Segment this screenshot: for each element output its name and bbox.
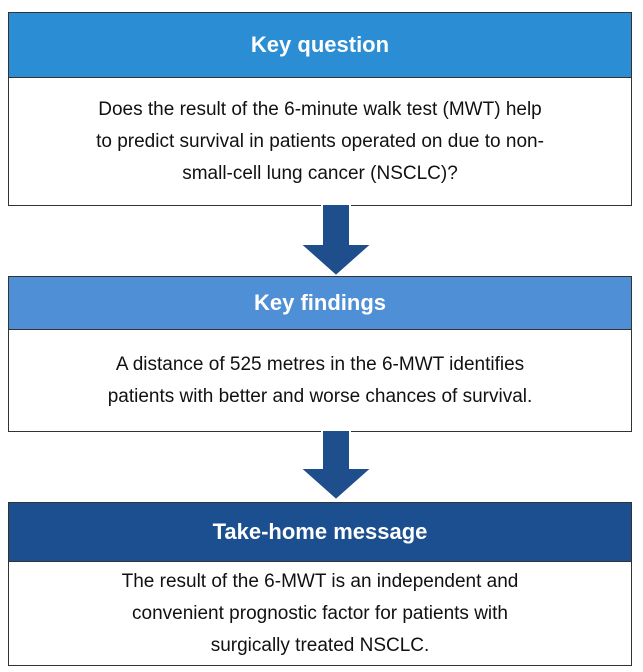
arrow [297,204,375,278]
body-line: The result of the 6-MWT is an independen… [121,570,519,592]
body-line: Does the result of the 6-minute walk tes… [98,98,542,120]
arrow [297,430,375,502]
body-line: surgically treated NSCLC. [210,634,430,656]
box-header: Key findings [8,276,632,330]
box-body: Does the result of the 6-minute walk tes… [8,78,632,206]
box-body: A distance of 525 metres in the 6-MWT id… [8,330,632,432]
body-line: A distance of 525 metres in the 6-MWT id… [115,353,525,375]
box-header: Take-home message [8,502,632,562]
box-body: The result of the 6-MWT is an independen… [8,562,632,666]
body-line: convenient prognostic factor for patient… [132,602,508,624]
box-header: Key question [8,12,632,78]
body-line: patients with better and worse chances o… [107,385,533,407]
body-line: to predict survival in patients operated… [96,130,544,152]
body-line: small-cell lung cancer (NSCLC)? [182,162,458,184]
